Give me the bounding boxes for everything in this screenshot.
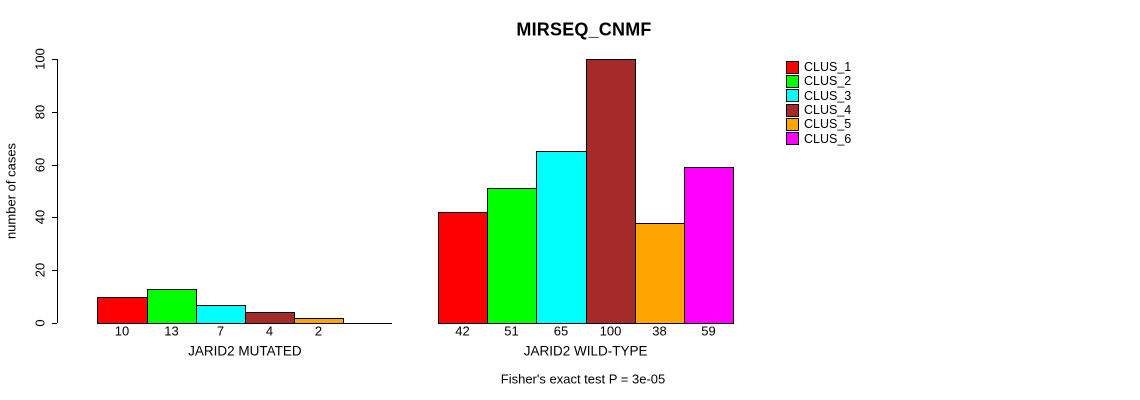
legend-item: CLUS_1 <box>786 60 851 74</box>
bar-clus_4 <box>245 312 295 324</box>
legend-item: CLUS_2 <box>786 74 852 89</box>
legend-swatch-clus_3 <box>786 89 799 103</box>
bar-clus_1 <box>97 297 148 324</box>
caption-fishers-test: Fisher's exact test P = 3e-05 <box>500 371 666 387</box>
bar-value-label: 4 <box>265 323 274 339</box>
bar-clus_2 <box>487 188 537 324</box>
y-axis-tick-label: 60 <box>32 157 48 173</box>
y-axis-tick <box>52 112 57 113</box>
legend-swatch-clus_6 <box>786 132 799 146</box>
y-axis-tick <box>52 165 57 166</box>
legend-swatch-clus_5 <box>786 118 799 132</box>
y-axis-tick-label: 80 <box>32 104 48 120</box>
y-axis-tick-label: 40 <box>32 209 48 225</box>
y-axis-tick <box>52 323 57 324</box>
bar-clus_6 <box>684 167 734 324</box>
bar-clus_4 <box>586 59 636 324</box>
bar-clus_2 <box>147 289 197 324</box>
legend-item: CLUS_3 <box>786 89 851 103</box>
bar-value-label: 51 <box>504 323 519 339</box>
legend-swatch-clus_4 <box>786 103 799 117</box>
y-axis-tick <box>52 270 57 271</box>
legend-label: CLUS_5 <box>804 117 852 132</box>
legend-swatch-clus_1 <box>786 60 799 74</box>
bar-clus_3 <box>196 305 246 324</box>
legend-item: CLUS_6 <box>786 132 851 146</box>
y-axis-tick-label: 100 <box>32 48 48 70</box>
bar-clus_3 <box>536 151 587 324</box>
bar-value-label: 13 <box>164 323 179 339</box>
y-axis-tick-label: 0 <box>32 319 48 327</box>
legend-label: CLUS_6 <box>804 131 852 146</box>
legend-label: CLUS_4 <box>804 102 852 117</box>
y-axis-tick <box>52 59 57 60</box>
bar-value-label: 38 <box>652 323 667 339</box>
legend-label: CLUS_3 <box>804 88 852 103</box>
bar-clus_5 <box>294 318 344 324</box>
bar-value-label: 2 <box>314 323 323 339</box>
bar-clus_1 <box>438 212 488 324</box>
group-label: JARID2 MUTATED <box>188 343 302 359</box>
legend-label: CLUS_2 <box>804 74 852 89</box>
bar-value-label: 42 <box>455 323 470 339</box>
chart-title: MIRSEQ_CNMF <box>516 19 652 40</box>
bar-value-label: 10 <box>114 323 130 339</box>
legend-item: CLUS_5 <box>786 117 852 132</box>
group-label: JARID2 WILD-TYPE <box>523 343 648 359</box>
y-axis-title: number of cases <box>3 142 19 240</box>
legend-label: CLUS_1 <box>804 59 852 74</box>
legend-item: CLUS_4 <box>786 103 851 117</box>
bar-clus_5 <box>635 223 685 324</box>
bar-value-label: 65 <box>553 323 569 339</box>
bar-value-label: 100 <box>599 323 622 339</box>
bar-value-label: 7 <box>216 323 225 339</box>
y-axis-line <box>57 59 58 323</box>
y-axis-tick-label: 20 <box>32 262 48 278</box>
bar-value-label: 59 <box>701 323 716 339</box>
legend-swatch-clus_2 <box>786 75 799 89</box>
legend: CLUS_1 CLUS_2 CLUS_3 CLUS_4 CLUS_5 CLUS_6 <box>786 60 851 146</box>
y-axis-tick <box>52 217 57 218</box>
